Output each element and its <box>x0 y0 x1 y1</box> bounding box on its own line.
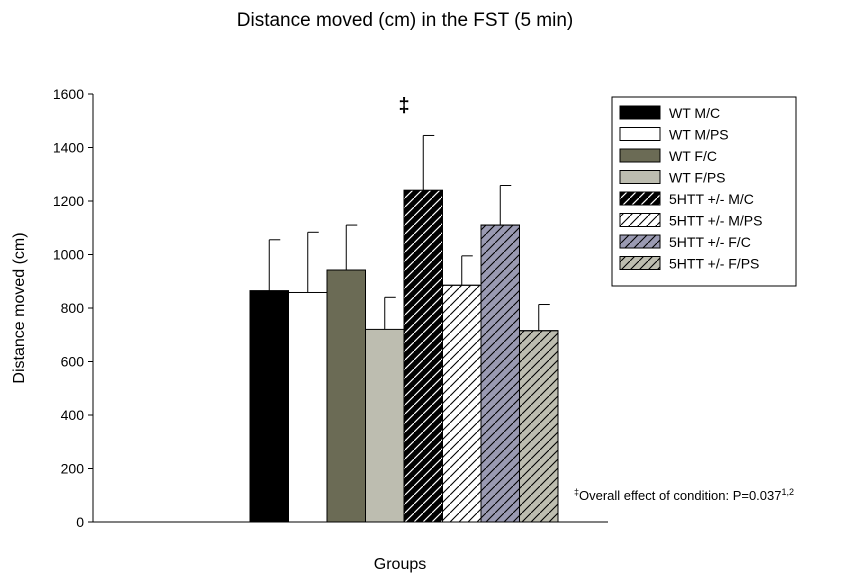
legend-label: WT M/PS <box>669 127 729 143</box>
footnote-text: Overall effect of condition: P=0.037 <box>579 488 781 503</box>
legend-label: WT M/C <box>669 105 720 121</box>
chart-title: Distance moved (cm) in the FST (5 min) <box>237 10 573 31</box>
legend-swatch-hatch <box>619 234 661 249</box>
legend-swatch-hatch <box>619 256 661 270</box>
legend-label: 5HTT +/- F/C <box>669 234 751 250</box>
y-tick-label: 800 <box>61 300 85 316</box>
y-tick-label: 400 <box>61 407 85 423</box>
bar-hatch <box>403 189 443 523</box>
legend-swatch <box>619 105 661 120</box>
legend-items: WT M/C WT M/PS WT F/C WT F/PS 5HTT +/- M/C 5H… <box>619 105 762 272</box>
y-tick-label: 600 <box>61 354 85 370</box>
footnote-dagger: ‡ <box>574 487 579 497</box>
error-bar-group <box>268 134 550 331</box>
bar-hatch <box>442 284 482 523</box>
legend-label: WT F/C <box>669 148 717 164</box>
bar-hatch <box>519 330 559 523</box>
y-axis-ticks: 0 200 400 600 800 1000 1200 1400 1600 <box>53 86 93 530</box>
y-tick-label: 1400 <box>53 140 84 156</box>
legend-swatch-hatch <box>619 191 661 206</box>
legend: WT M/C WT M/PS WT F/C WT F/PS 5HTT +/- M/C 5H… <box>611 96 797 287</box>
legend-swatch-hatch <box>619 213 661 227</box>
legend-label: 5HTT +/- M/PS <box>669 213 762 229</box>
legend-swatch <box>619 127 661 141</box>
y-tick-label: 1200 <box>53 193 84 209</box>
legend-label: 5HTT +/- M/C <box>669 191 754 207</box>
bar-group <box>249 189 559 523</box>
y-axis-label: Distance moved (cm) <box>11 232 28 383</box>
y-tick-label: 200 <box>61 461 85 477</box>
bar <box>288 291 328 523</box>
legend-label: WT F/PS <box>669 170 726 186</box>
significance-marker: ‡ <box>398 95 409 117</box>
x-axis-label: Groups <box>374 556 426 573</box>
bar-hatch <box>480 224 520 523</box>
bar <box>365 328 405 523</box>
y-tick-label: 0 <box>76 514 84 530</box>
y-tick-label: 1000 <box>53 247 84 263</box>
footnote-superscript: 1,2 <box>782 487 795 497</box>
bar <box>326 269 366 523</box>
legend-label: 5HTT +/- F/PS <box>669 256 759 272</box>
y-tick-label: 1600 <box>53 86 84 102</box>
legend-swatch <box>619 148 661 163</box>
legend-swatch <box>619 170 661 184</box>
bar <box>249 290 289 523</box>
footnote: ‡Overall effect of condition: P=0.0371,2 <box>574 487 794 503</box>
